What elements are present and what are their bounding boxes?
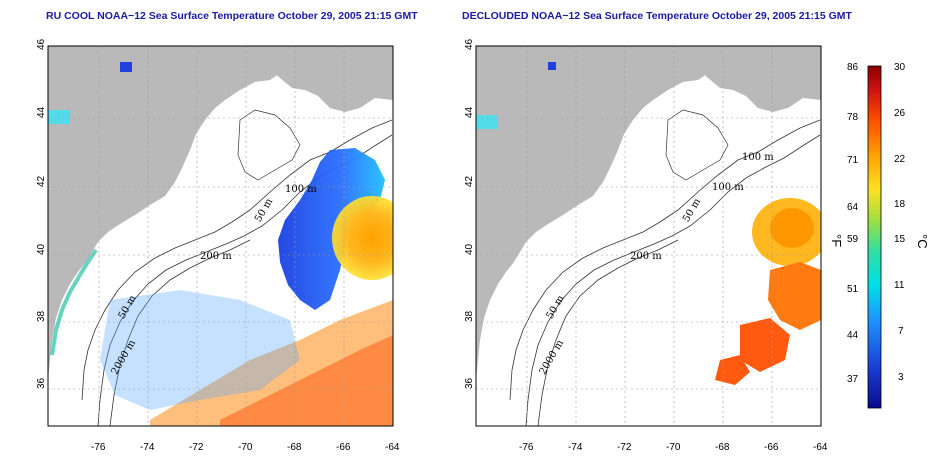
- contour-50m: [509, 119, 821, 401]
- contour-2000m: [109, 239, 251, 426]
- y-tick-label: 46: [464, 38, 475, 50]
- x-tick-label: -66: [764, 442, 779, 453]
- gulf-stream-hot: [220, 335, 393, 426]
- celsius-ticks: 30 26 22 18 15 11 7 3: [894, 62, 906, 383]
- colorbar: 86 78 71 64 59 51 44 37 30 26 22 18 15 1…: [829, 62, 930, 409]
- land-mass: [476, 46, 821, 380]
- f-tick-label: 44: [847, 330, 859, 341]
- y-tick-label: 36: [36, 377, 47, 389]
- y-tick-label: 40: [464, 243, 475, 255]
- right-y-axis: 36 38 40 42 44 46: [464, 38, 475, 389]
- fahrenheit-ticks: 86 78 71 64 59 51 44 37: [847, 62, 859, 385]
- contour-2000m: [537, 239, 679, 426]
- right-x-axis: -76 -74 -72 -70 -68 -66 -64: [519, 442, 828, 453]
- x-tick-label: -70: [666, 442, 681, 453]
- x-tick-label: -76: [519, 442, 534, 453]
- c-tick-label: 26: [894, 108, 906, 119]
- x-tick-label: -64: [813, 442, 828, 453]
- colorbar-gradient: [867, 65, 882, 409]
- gulf-stream-band: [150, 300, 393, 426]
- c-tick-label: 3: [898, 372, 904, 383]
- x-tick-label: -72: [617, 442, 632, 453]
- contour-200m: [525, 134, 821, 426]
- contour-gulf-maine: [665, 109, 729, 181]
- c-tick-label: 18: [894, 199, 906, 210]
- c-tick-label: 11: [894, 280, 905, 291]
- x-tick-label: -70: [238, 442, 253, 453]
- gulf-stream-patch: [740, 318, 790, 372]
- y-tick-label: 42: [36, 175, 47, 187]
- x-tick-label: -74: [568, 442, 583, 453]
- f-tick-label: 71: [847, 155, 859, 166]
- y-tick-label: 36: [464, 377, 475, 389]
- contour-label: 200 m: [200, 251, 232, 262]
- right-map-title: DECLOUDED NOAA−12 Sea Surface Temperatur…: [462, 10, 852, 22]
- c-tick-label: 15: [894, 234, 906, 245]
- fahrenheit-unit-label: °F: [829, 234, 844, 247]
- f-tick-label: 59: [847, 234, 859, 245]
- contour-50m: [81, 119, 393, 401]
- f-tick-label: 51: [847, 284, 859, 295]
- x-tick-label: -64: [385, 442, 400, 453]
- contour-gulf-maine: [237, 109, 301, 181]
- nova-scotia-land: [260, 46, 393, 112]
- contour-label: 100 m: [742, 152, 774, 163]
- f-tick-label: 86: [847, 62, 859, 73]
- warm-eddy-core: [770, 208, 814, 248]
- coastal-sst: [50, 248, 98, 356]
- y-tick-label: 38: [36, 310, 47, 322]
- x-tick-label: -76: [91, 442, 106, 453]
- left-map-title: RU COOL NOAA−12 Sea Surface Temperature …: [46, 10, 418, 22]
- celsius-unit-label: °C: [915, 234, 930, 249]
- c-tick-label: 7: [898, 326, 904, 337]
- left-map: RU COOL NOAA−12 Sea Surface Temperature …: [36, 10, 418, 453]
- warm-patch-east: [768, 262, 821, 330]
- c-tick-label: 22: [894, 154, 906, 165]
- f-tick-label: 78: [847, 112, 859, 123]
- gulf-stream-patch: [715, 355, 750, 385]
- grid-lines: [48, 46, 393, 426]
- y-tick-label: 46: [36, 38, 47, 50]
- x-tick-label: -68: [287, 442, 302, 453]
- y-tick-label: 42: [464, 175, 475, 187]
- y-tick-label: 44: [464, 106, 475, 118]
- f-tick-label: 37: [847, 374, 859, 385]
- contour-label: 200 m: [630, 251, 662, 262]
- land-mass: [48, 46, 393, 380]
- grid-lines: [476, 46, 821, 426]
- f-tick-label: 64: [847, 202, 859, 213]
- x-tick-label: -66: [336, 442, 351, 453]
- y-tick-label: 40: [36, 243, 47, 255]
- cloud-speckle: [100, 290, 300, 410]
- y-tick-label: 44: [36, 106, 47, 118]
- contour-label: 100 m: [285, 184, 317, 195]
- left-x-axis: -76 -74 -72 -70 -68 -66 -64: [91, 442, 400, 453]
- warm-eddy: [332, 196, 393, 280]
- left-y-axis: 36 38 40 42 44 46: [36, 38, 47, 389]
- c-tick-label: 30: [894, 62, 906, 73]
- x-tick-label: -74: [140, 442, 155, 453]
- y-tick-label: 38: [464, 310, 475, 322]
- right-map: DECLOUDED NOAA−12 Sea Surface Temperatur…: [462, 10, 852, 453]
- x-tick-label: -68: [715, 442, 730, 453]
- x-tick-label: -72: [189, 442, 204, 453]
- cold-water-patch: [278, 148, 385, 310]
- contour-label: 100 m: [712, 182, 744, 193]
- nova-scotia-land: [688, 46, 821, 112]
